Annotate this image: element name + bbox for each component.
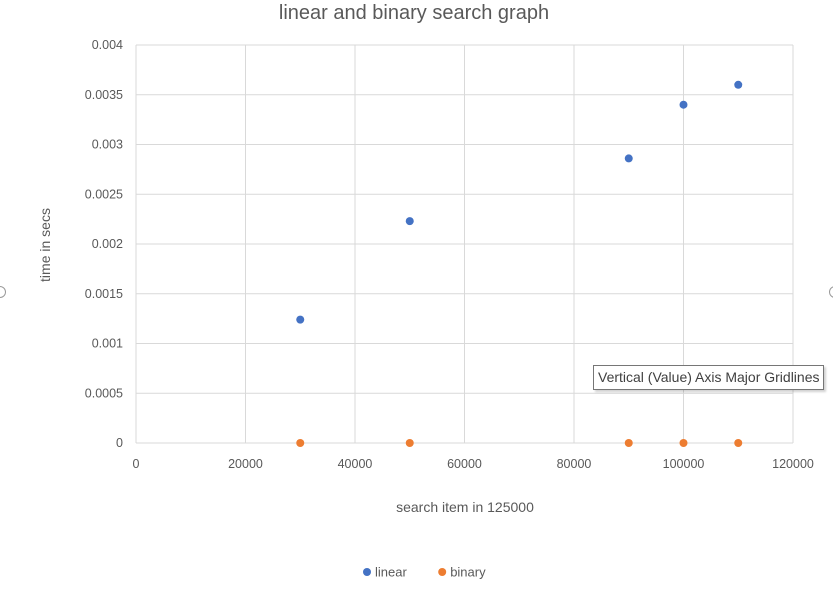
gridlines-tooltip: Vertical (Value) Axis Major Gridlines <box>593 365 825 390</box>
y-tick-label-6: 0.003 <box>92 138 123 152</box>
y-tick-label-1: 0.0005 <box>85 386 123 400</box>
linear-point-0[interactable] <box>296 315 305 324</box>
y-tick-label-7: 0.0035 <box>85 88 123 102</box>
legend-marker-linear <box>363 568 371 576</box>
x-tick-label-1: 20000 <box>228 457 263 471</box>
y-tick-label-8: 0.004 <box>92 38 123 52</box>
linear-point-4[interactable] <box>734 80 743 89</box>
y-tick-label-4: 0.002 <box>92 237 123 251</box>
gridlines[interactable] <box>135 44 794 444</box>
y-tick-label-3: 0.0015 <box>85 287 123 301</box>
x-tick-label-4: 80000 <box>557 457 592 471</box>
x-tick-label-3: 60000 <box>447 457 482 471</box>
legend[interactable]: linear binary <box>363 565 486 580</box>
y-tick-label-0: 0 <box>116 436 123 450</box>
tick-labels: 0 20000 40000 60000 80000 100000 120000 0 0.0005… <box>85 38 814 471</box>
y-tick-label-2: 0.001 <box>92 337 123 351</box>
legend-item-linear[interactable]: linear <box>363 565 407 580</box>
legend-item-binary[interactable]: binary <box>438 565 486 580</box>
linear-point-1[interactable] <box>405 217 414 226</box>
binary-point-2[interactable] <box>624 439 633 447</box>
linear-point-3[interactable] <box>679 100 688 109</box>
y-axis-title[interactable]: time in secs <box>37 208 53 282</box>
chart-title[interactable]: linear and binary search graph <box>279 2 549 24</box>
x-axis-title[interactable]: search item in 125000 <box>396 499 534 515</box>
legend-marker-binary <box>438 568 447 576</box>
x-tick-label-6: 120000 <box>772 457 814 471</box>
binary-point-0[interactable] <box>296 439 305 447</box>
x-tick-label-2: 40000 <box>338 457 373 471</box>
legend-label-binary: binary <box>450 565 486 580</box>
legend-label-linear: linear <box>375 565 407 580</box>
binary-point-1[interactable] <box>405 439 414 447</box>
y-tick-label-5: 0.0025 <box>85 187 123 201</box>
x-tick-label-0: 0 <box>133 457 140 471</box>
data-points[interactable] <box>296 80 743 447</box>
linear-point-2[interactable] <box>624 154 633 163</box>
x-tick-label-5: 100000 <box>663 457 705 471</box>
binary-point-4[interactable] <box>734 439 743 447</box>
binary-point-3[interactable] <box>679 439 688 447</box>
